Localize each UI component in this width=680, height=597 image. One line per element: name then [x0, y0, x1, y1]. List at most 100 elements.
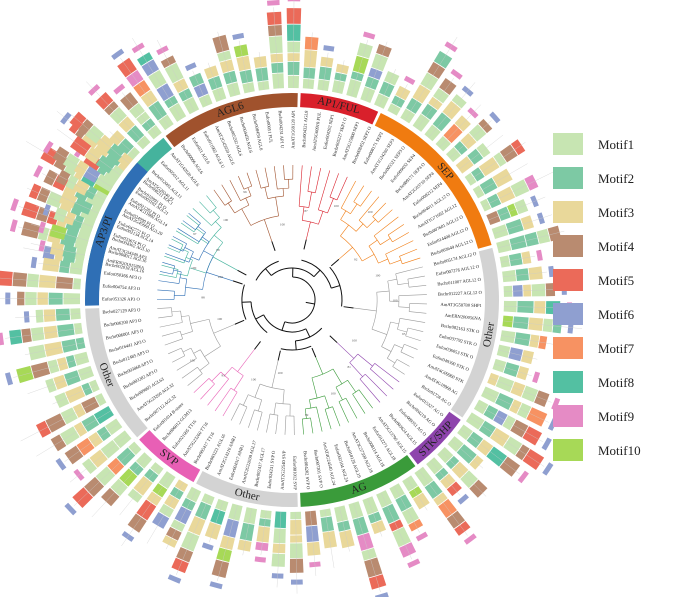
tree-branch [161, 264, 179, 270]
tree-branch [397, 318, 401, 330]
tree-branch [193, 378, 210, 393]
motif-scale-line [295, 511, 298, 594]
tree-branch [158, 315, 173, 319]
tree-branch [269, 413, 278, 416]
tip-label: Bschr004321 AGL8 [301, 110, 309, 148]
motif-scale-line [38, 263, 83, 270]
tree-branch [394, 344, 403, 349]
tip-label: Eufor001012 SVP [292, 456, 298, 490]
tree-branch [167, 247, 180, 253]
bootstrap-value: 81 [347, 365, 351, 369]
tree-branch [175, 269, 179, 278]
tree-branch [315, 168, 322, 193]
tree-backbone [234, 319, 245, 325]
tree-branch [161, 330, 181, 337]
bootstrap-value: 100 [352, 339, 357, 343]
tree-branch [361, 254, 375, 262]
legend-label: Motif4 [598, 239, 635, 254]
tree-branch [215, 221, 222, 228]
motif-block [273, 528, 286, 544]
tree-branch [212, 210, 220, 218]
bootstrap-value: 99 [305, 413, 309, 417]
legend-label: Motif6 [598, 307, 635, 322]
tree-branch [254, 383, 261, 398]
motif-scale-line [132, 37, 182, 120]
motif-block [223, 518, 239, 538]
bootstrap-value: 100 [331, 391, 336, 395]
tree-branch [373, 216, 399, 237]
motif-block [167, 574, 182, 584]
tree-branch [214, 387, 232, 412]
bootstrap-value: 100 [375, 273, 380, 277]
motif-block [239, 522, 255, 542]
tree-branch [398, 306, 410, 308]
tree-branch [192, 208, 212, 226]
motif-scale-line [324, 509, 335, 569]
tree-branch [171, 238, 184, 246]
bootstrap-value: 95 [402, 332, 406, 336]
tree-branch [327, 198, 334, 214]
tree-branch [213, 189, 226, 206]
motif-scale-line [119, 465, 160, 516]
clade-arc-5 [409, 411, 461, 465]
motif-block [548, 265, 555, 278]
clade-arc-7 [196, 471, 298, 507]
tree-branch [353, 201, 361, 207]
tree-branch [159, 271, 173, 275]
tree-branch [282, 188, 284, 197]
tree-branches [157, 165, 427, 435]
legend-swatch [553, 235, 583, 257]
tree-branch [385, 240, 414, 255]
tip-label: AmAT5G60910 FUL [311, 111, 322, 151]
motif-scale-line [365, 41, 388, 102]
tree-branch [179, 277, 187, 280]
motif-scale-line [416, 77, 455, 129]
tree-branch [241, 208, 252, 226]
bootstrap-value: 98 [216, 248, 220, 252]
tree-branch [408, 284, 427, 288]
motif-scale-line [217, 31, 236, 96]
tree-branch [259, 383, 285, 390]
motif-scale-line [242, 508, 252, 556]
tree-branch [299, 206, 309, 208]
motif-block [268, 36, 283, 54]
tree-branch [247, 187, 252, 196]
motif-scale-line [475, 163, 528, 194]
tip-label: AmAT2G22540 SVP [280, 450, 287, 490]
tree-branch [390, 321, 399, 325]
tree-branch [237, 349, 255, 372]
motif-block [272, 73, 285, 89]
tree-branch [358, 389, 373, 409]
motif-scale-line [468, 416, 545, 467]
tree-branch [368, 239, 378, 247]
tree-branch [378, 258, 388, 264]
tree-branch [350, 203, 358, 214]
tree-branch [187, 259, 193, 276]
motif-block [64, 502, 77, 516]
tree-branch [302, 220, 319, 225]
tree-branch [335, 386, 343, 401]
tree-branch [171, 310, 181, 313]
legend-label: Motif7 [598, 341, 635, 356]
tree-branch [308, 192, 312, 208]
motif-block [457, 493, 469, 505]
tree-branch [258, 399, 263, 412]
motif-block [266, 0, 280, 6]
tree-branch [283, 165, 285, 180]
tree-branch [311, 377, 318, 399]
motif-block [42, 257, 60, 273]
motif-scale-line [467, 142, 526, 182]
motif-scale-line [121, 92, 158, 137]
tree-branch [398, 294, 427, 297]
clade-label: AG [349, 480, 368, 497]
motif-block [450, 68, 463, 80]
motif-block [517, 470, 529, 484]
tree-branch [311, 368, 334, 379]
bootstrap-value: 100 [277, 371, 282, 375]
tip-label: Eufor050366 AP3 O [104, 270, 143, 280]
tip-label: Bschr011007 AGL12 O [437, 277, 482, 287]
legend-label: Motif10 [598, 443, 641, 458]
tree-branch [159, 273, 177, 278]
motif-block [403, 75, 416, 86]
tree-branch [332, 368, 343, 385]
